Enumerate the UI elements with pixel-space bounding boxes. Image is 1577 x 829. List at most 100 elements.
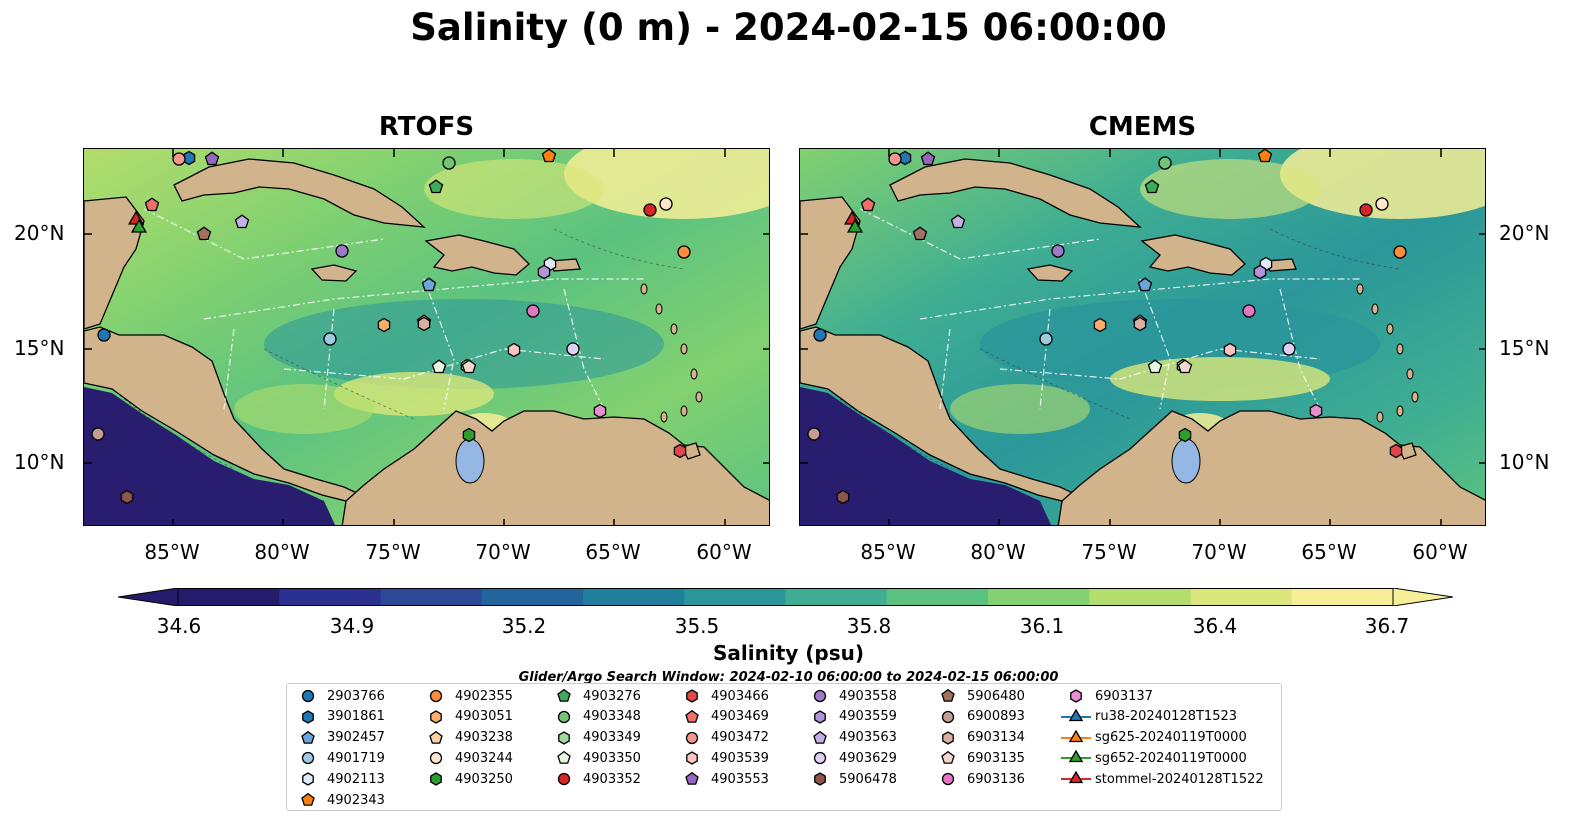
legend-symbol-icon: [301, 730, 315, 744]
legend-symbol-icon: [558, 730, 570, 745]
legend-item: 6903135: [933, 748, 1025, 768]
legend-symbol: [1061, 748, 1091, 768]
float-4903558: [335, 244, 349, 258]
legend-symbol-icon: [302, 710, 314, 724]
legend-marker: [685, 709, 699, 723]
legend-symbol-icon: [814, 710, 826, 724]
legend-symbol: [293, 790, 323, 810]
lon-tick-75w-right: 75°W: [1081, 540, 1137, 564]
legend-label: 4903350: [583, 750, 641, 766]
legend-item: ru38-20240128T1523: [1061, 707, 1237, 727]
legend-symbol: [421, 748, 451, 768]
lesser-antilles-island: [695, 391, 703, 403]
legend-label: 4903352: [583, 771, 641, 787]
colorbar-tick-35-2: 35.2: [501, 614, 547, 638]
colorbar-segment: [1291, 588, 1394, 606]
lesser-antilles-island: [1411, 391, 1419, 403]
legend-symbol-icon: [941, 710, 955, 723]
legend-symbol-icon: [557, 751, 571, 765]
legend-marker: [813, 730, 827, 744]
colorbar-segment: [988, 588, 1090, 606]
legend-label: 4903539: [711, 750, 769, 766]
float-4903469: [860, 197, 876, 212]
bathymetry-contour: [553, 228, 685, 270]
legend-symbol-icon: [941, 773, 955, 786]
legend-symbol: [677, 728, 707, 748]
legend-symbol: [293, 728, 323, 748]
float-4903276: [1144, 179, 1160, 194]
legend-symbol: [805, 769, 835, 789]
high-salinity-patch: [1140, 159, 1320, 219]
low-salinity-patch: [264, 299, 664, 389]
legend-marker: [813, 752, 827, 765]
legend-item: 4901719: [293, 748, 385, 768]
lesser-antilles-island: [680, 405, 688, 417]
colorbar-tick-34-9: 34.9: [329, 614, 375, 638]
central-america: [84, 326, 361, 502]
high-salinity-filament: [1110, 357, 1330, 401]
lesser-antilles-island: [1371, 303, 1379, 315]
legend-symbol: [293, 686, 323, 706]
float-2903766: [97, 328, 111, 342]
legend-item: 3902457: [293, 728, 385, 748]
legend-symbol-icon: [941, 688, 955, 702]
lesser-antilles-island: [1396, 343, 1404, 355]
figure-title: Salinity (0 m) - 2024-02-15 06:00:00: [410, 6, 1167, 49]
float-4903553: [204, 151, 220, 166]
legend-symbol-icon: [814, 772, 826, 786]
legend-item: 4903051: [421, 707, 513, 727]
bathymetry-contour: [839, 398, 951, 470]
rtofs-map-canvas: [84, 149, 769, 525]
legend-item: 6903134: [933, 728, 1025, 748]
legend-marker: [1068, 750, 1084, 763]
legend-symbol: [421, 769, 451, 789]
float-4903350: [431, 359, 447, 374]
legend-item: 4903558: [805, 686, 897, 706]
legend-label: 3902457: [327, 730, 385, 746]
legend-marker: [557, 751, 571, 765]
legend-label: 6903136: [967, 771, 1025, 787]
trinidad: [681, 442, 701, 460]
legend-item: sg652-20240119T0000: [1061, 748, 1247, 768]
legend-label: 4903276: [583, 688, 641, 704]
rtofs-map: [83, 148, 770, 526]
legend-marker: [430, 772, 442, 786]
lon-tick-75w: 75°W: [365, 540, 421, 564]
lesser-antilles-island: [660, 411, 668, 423]
legend-item: 6903137: [1061, 686, 1153, 706]
high-salinity-patch: [950, 384, 1090, 434]
legend-symbol: [805, 748, 835, 768]
legend-item: 4903469: [677, 707, 769, 727]
lon-tick-60w-right: 60°W: [1412, 540, 1468, 564]
legend-marker: [301, 730, 315, 744]
legend-symbol: [293, 707, 323, 727]
legend-symbol: [421, 728, 451, 748]
float-3902457: [421, 277, 437, 292]
colorbar-extend-low: [118, 588, 179, 606]
legend-label: 4902355: [455, 688, 513, 704]
high-salinity-patch: [234, 384, 374, 434]
central-america: [800, 326, 1077, 502]
float-4902343: [1257, 149, 1273, 163]
legend-label: 4903349: [583, 730, 641, 746]
hispaniola: [1140, 234, 1246, 276]
legend-symbol-icon: [686, 751, 698, 766]
float-4903051: [1093, 317, 1107, 333]
lake-maracaibo: [455, 438, 485, 484]
legend-symbol-icon: [301, 752, 315, 765]
legend-item: 5906478: [805, 769, 897, 789]
lesser-antilles-island: [1356, 283, 1364, 295]
legend-marker: [941, 751, 955, 765]
legend-symbol-icon: [429, 752, 443, 765]
eez-boundary: [283, 348, 605, 380]
colorbar-segment: [1089, 588, 1191, 606]
high-salinity-patch: [424, 159, 604, 219]
colorbar-tick-35-8: 35.8: [846, 614, 892, 638]
colorbar-tick-34-6: 34.6: [156, 614, 202, 638]
legend-label: 4903553: [711, 771, 769, 787]
legend-symbol-icon: [557, 688, 571, 702]
float-4903469: [144, 197, 160, 212]
pacific-ocean: [800, 387, 1052, 525]
float-6903134: [1133, 316, 1147, 332]
float-6900893: [807, 427, 821, 441]
